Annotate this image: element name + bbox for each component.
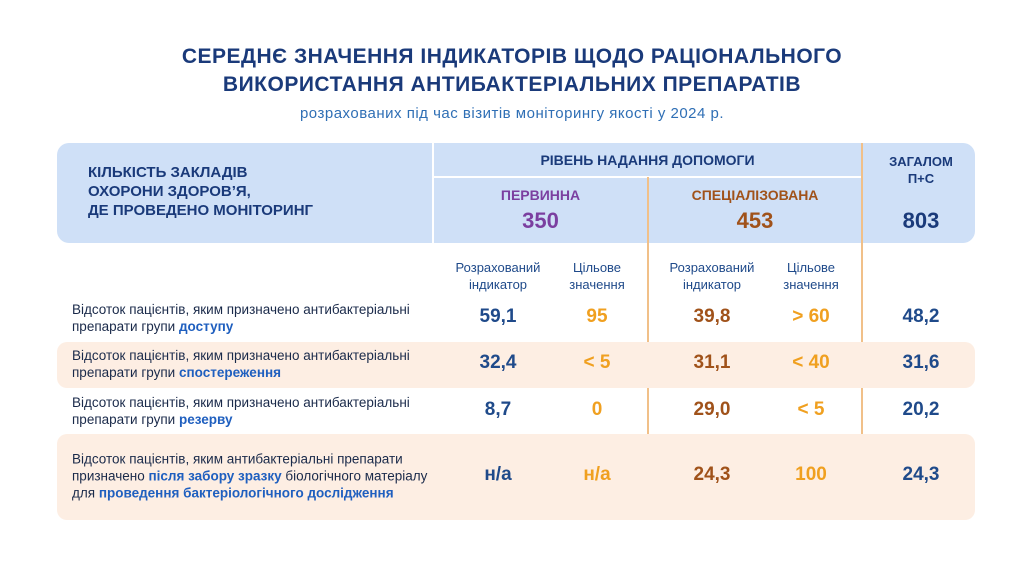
cell-value: 59,1 [479,306,517,327]
label-text: Відсоток пацієнтів, яким антибактеріальн… [72,451,403,484]
text-line: ДЕ ПРОВЕДЕНО МОНІТОРИНГ [88,202,314,219]
text-line: індикатор [468,277,528,292]
primary-name: ПЕРВИННА [500,187,581,203]
label-text: проведення бактеріологічного дослідження [98,485,394,501]
cell-value: < 5 [797,399,825,420]
row-label: Відсоток пацієнтів, яким призначено анти… [72,347,442,381]
cell-value: 0 [591,399,603,420]
divider [861,143,863,520]
divider [432,143,434,243]
label-text: Відсоток пацієнтів, яким призначено анти… [72,395,410,427]
label-text: доступу [178,319,234,334]
total-count: 803 [902,208,940,233]
row-background [57,434,975,520]
cell-value: 100 [795,464,827,485]
cell-value: < 40 [792,352,830,373]
text-line: Розрахований [455,260,541,275]
text-line: КІЛЬКІСТЬ ЗАКЛАДІВ [88,164,248,181]
text-line: П+С [907,171,935,186]
header-box [57,143,975,243]
primary-count: 350 [522,208,559,233]
label-text: резерву [178,412,233,427]
label-text: спостереження [178,365,282,380]
label-text: біологічного матеріалу для [72,468,428,501]
label-text: Відсоток пацієнтів, яким призначено анти… [72,348,410,380]
label-text: після забору зразку [148,468,282,484]
cell-value: н/а [583,464,611,485]
column-subheader: Розрахований індикатор [438,259,558,293]
cell-value: 24,3 [693,464,731,485]
row-background [57,342,975,388]
subtitle: розрахованих під час візитів моніторингу… [299,105,725,122]
cell-value: 95 [586,306,608,327]
column-subheader: Розрахований індикатор [652,259,772,293]
cell-value: 8,7 [484,399,512,420]
cell-value: 20,2 [902,399,940,420]
title-line: ВИКОРИСТАННЯ АНТИБАКТЕРІАЛЬНИХ ПРЕПАРАТІ… [222,73,802,96]
text-line: індикатор [682,277,742,292]
column-subheader: Цільове значення [751,259,871,293]
specialized-count: 453 [736,208,774,233]
row-label: Відсоток пацієнтів, яким антибактеріальн… [72,451,442,502]
total-name: ЗАГАЛОМ П+С [862,153,980,187]
cell-value: 29,0 [693,399,731,420]
cell-value: 31,1 [693,352,731,373]
label-text: Відсоток пацієнтів, яким призначено анти… [72,302,410,334]
cell-value: 48,2 [902,306,940,327]
cell-value: > 60 [792,306,830,327]
row-label: Відсоток пацієнтів, яким призначено анти… [72,394,442,428]
level-label: РІВЕНЬ НАДАННЯ ДОПОМОГИ [540,152,755,168]
text-line: Цільове [786,260,836,275]
facilities-label: КІЛЬКІСТЬ ЗАКЛАДІВ ОХОРОНИ ЗДОРОВ’Я, ДЕ … [88,163,313,220]
text-line: Розрахований [669,260,755,275]
text-line: значення [569,277,625,292]
title-line: СЕРЕДНЄ ЗНАЧЕННЯ ІНДИКАТОРІВ ЩОДО РАЦІОН… [181,45,843,68]
cell-value: 31,6 [902,352,940,373]
text-line: ЗАГАЛОМ [889,154,953,169]
cell-value: 24,3 [902,464,940,485]
text-line: Цільове [572,260,622,275]
cell-value: 32,4 [479,352,517,373]
cell-value: 39,8 [693,306,731,327]
cell-value: < 5 [583,352,611,373]
text-line: значення [783,277,839,292]
cell-value: н/а [484,464,512,485]
specialized-name: СПЕЦІАЛІЗОВАНА [691,187,819,203]
row-label: Відсоток пацієнтів, яким призначено анти… [72,301,442,335]
text-line: ОХОРОНИ ЗДОРОВ’Я, [88,183,251,200]
column-subheader: Цільове значення [537,259,657,293]
